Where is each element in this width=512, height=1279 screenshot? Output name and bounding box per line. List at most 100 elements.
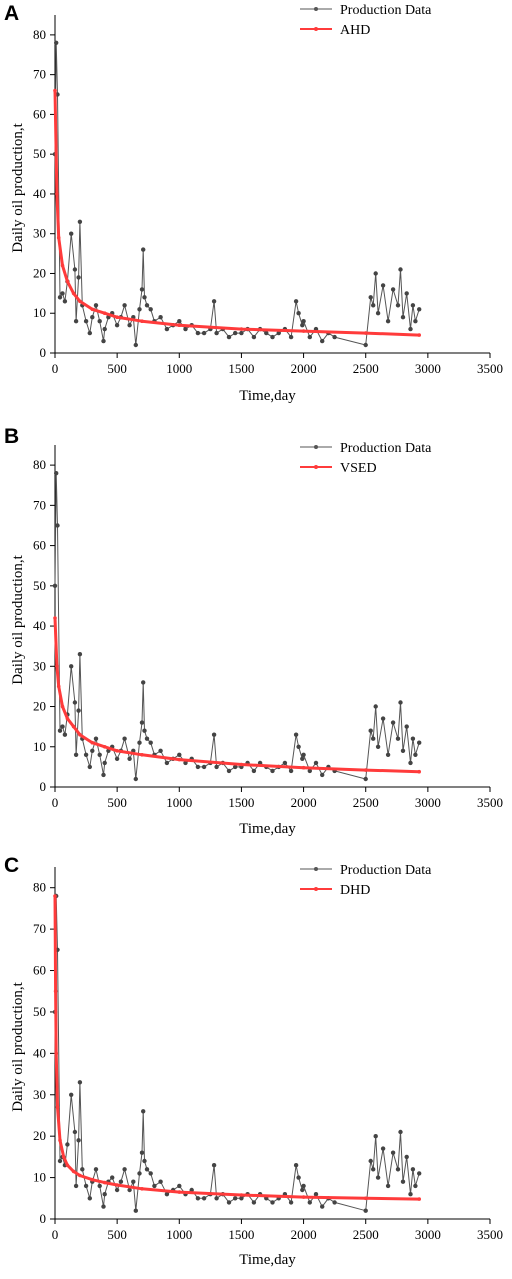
fit-curve (53, 90, 420, 337)
production-data-point (390, 1150, 396, 1155)
production-data-point (76, 1138, 81, 1143)
y-tick-label: 40 (33, 1045, 46, 1060)
production-data-point (54, 40, 59, 45)
production-data-point (400, 748, 406, 753)
production-data-point (110, 1175, 115, 1180)
production-data-point (142, 728, 147, 733)
x-tick-label: 3500 (477, 1227, 503, 1242)
fit-point (65, 279, 70, 284)
panel-letter: A (4, 2, 19, 25)
production-data-point (363, 342, 368, 348)
fit-point (60, 704, 65, 709)
y-tick-label: 30 (33, 226, 46, 241)
production-data-point (69, 231, 74, 236)
x-tick-label: 3000 (415, 1227, 441, 1242)
production-data-point (77, 219, 83, 224)
production-data-point (288, 1200, 294, 1205)
production-data-point (395, 303, 401, 308)
production-data-point (296, 744, 301, 749)
production-data-point (320, 1204, 325, 1209)
production-data-point (214, 1196, 219, 1201)
fit-point (417, 333, 422, 337)
production-data-point (90, 315, 95, 320)
legend-marker (314, 465, 318, 469)
production-data-point (164, 326, 170, 332)
production-data-point (137, 740, 142, 745)
production-data-point (288, 334, 294, 340)
x-tick-label: 1000 (166, 795, 192, 810)
x-tick-label: 0 (52, 361, 59, 376)
production-data-point (417, 307, 422, 312)
production-data-point (375, 1175, 381, 1180)
production-data-point (239, 330, 244, 336)
production-data-point (101, 1204, 106, 1209)
fit-point (56, 235, 61, 240)
fit-point (53, 989, 58, 993)
production-data-point (80, 1167, 85, 1172)
production-data-point (148, 1171, 153, 1176)
production-data-point (201, 1196, 207, 1201)
production-data-point (385, 1183, 391, 1189)
fit-point (61, 1155, 66, 1159)
production-data-point (54, 471, 59, 476)
fit-point (78, 732, 82, 737)
production-data-point (332, 1200, 337, 1205)
fit-point (55, 664, 59, 669)
production-data-point (93, 1167, 99, 1172)
production-data-point (133, 342, 138, 348)
production-data-point (368, 1158, 373, 1164)
production-data-point (375, 311, 381, 316)
production-data-point (139, 1150, 145, 1155)
production-data-point (148, 307, 153, 312)
production-data-point (313, 1192, 319, 1197)
production-data-point (233, 764, 238, 770)
y-tick-label: 0 (40, 1211, 47, 1226)
production-data-point (371, 1167, 376, 1172)
production-data-point (72, 267, 78, 272)
production-data-point (62, 299, 68, 304)
legend-marker (314, 445, 318, 449)
fit-point (90, 1177, 95, 1182)
production-data-point (270, 334, 275, 340)
chart-panel-c: C 0 500 1000 1500 2000 2500 3000 3500 0 10 20 30 40 50… (4, 854, 503, 1268)
x-tick-label: 2500 (353, 1227, 379, 1242)
production-data-point (164, 1192, 170, 1197)
x-axis-title: Time,day (239, 388, 296, 404)
legend-label: Production Data (340, 441, 432, 456)
fit-point (140, 319, 144, 324)
fit-point (71, 724, 76, 729)
fit-point (102, 745, 107, 749)
fit-point (177, 757, 182, 762)
production-data-point (93, 736, 99, 741)
fit-point (55, 192, 59, 196)
production-data-point (62, 732, 68, 737)
fit-point (301, 765, 306, 770)
production-data-point (400, 315, 406, 320)
production-data-point (127, 1187, 132, 1193)
production-data-point (195, 330, 201, 336)
production-data-point (398, 267, 403, 272)
y-tick-label: 50 (33, 578, 46, 593)
production-data-point (307, 768, 312, 774)
production-data-point (233, 1196, 238, 1201)
fit-point (363, 1196, 368, 1201)
production-data-point (201, 330, 207, 336)
fit-point (54, 1051, 58, 1056)
fit-point (140, 753, 144, 757)
legend-label: Production Data (340, 3, 432, 18)
x-tick-label: 3500 (477, 795, 503, 810)
production-data-point (87, 1196, 93, 1201)
fit-point (177, 323, 182, 328)
panel-letter: B (4, 425, 19, 448)
production-data-point (158, 315, 163, 320)
production-data-point (373, 271, 378, 276)
production-data-point (408, 760, 413, 766)
fit-point (239, 327, 244, 331)
fit-point (417, 1197, 422, 1201)
x-tick-label: 0 (52, 795, 59, 810)
legend-marker (314, 7, 318, 11)
production-data-point (301, 1183, 306, 1189)
fit-point (78, 299, 82, 304)
production-data-point (417, 740, 422, 745)
production-data-point (313, 760, 319, 766)
